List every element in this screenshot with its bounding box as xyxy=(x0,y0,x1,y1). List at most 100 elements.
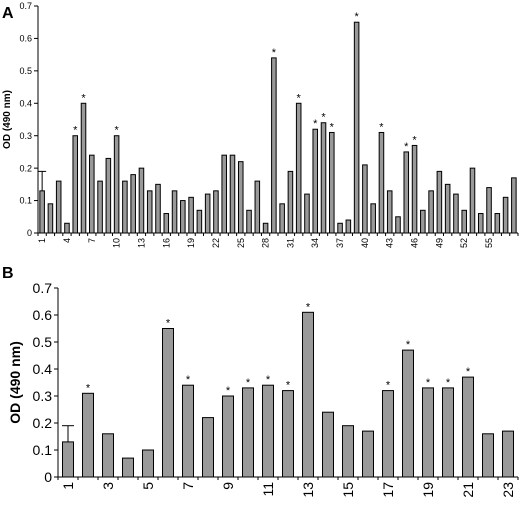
bar xyxy=(62,441,74,478)
bar xyxy=(304,193,310,234)
bar xyxy=(72,135,79,234)
bar xyxy=(229,154,236,234)
bar xyxy=(442,387,454,478)
significance-star: * xyxy=(226,385,231,397)
bar xyxy=(146,190,153,234)
x-tick-label: 9 xyxy=(220,482,236,490)
bar xyxy=(502,430,514,478)
bar xyxy=(302,311,314,478)
significance-star: * xyxy=(313,118,318,130)
x-tick-label: 43 xyxy=(385,238,395,248)
y-tick-label: 0 xyxy=(27,228,32,238)
x-tick-label: 13 xyxy=(136,238,146,248)
bar xyxy=(378,131,385,234)
bar xyxy=(105,157,112,234)
x-tick-label: 22 xyxy=(211,238,221,248)
significance-star: * xyxy=(86,382,91,394)
y-tick-label: 0.7 xyxy=(19,1,32,11)
significance-star: * xyxy=(412,134,417,146)
x-tick-label: 19 xyxy=(420,482,436,498)
panel-a-significance-marks: ************ xyxy=(73,11,417,153)
x-tick-label: 19 xyxy=(186,238,196,248)
bar xyxy=(329,131,335,234)
bar xyxy=(444,183,451,234)
panel-b-y-axis-label: OD (490 nm) xyxy=(7,341,23,423)
bar xyxy=(182,384,194,478)
panel-a-error-bars xyxy=(38,170,47,191)
y-tick-label: 0.2 xyxy=(33,415,53,431)
bar xyxy=(246,209,252,234)
bar xyxy=(362,164,368,234)
bar xyxy=(386,190,393,234)
x-tick-label: 15 xyxy=(340,482,356,498)
bar xyxy=(171,190,178,234)
significance-star: * xyxy=(406,339,411,351)
bar xyxy=(163,213,170,234)
bar xyxy=(428,190,434,234)
significance-star: * xyxy=(306,301,311,313)
bar xyxy=(370,203,376,234)
y-tick-label: 0.5 xyxy=(19,66,32,76)
bar xyxy=(502,196,509,234)
significance-star: * xyxy=(81,92,86,104)
panel-a-letter: A xyxy=(2,5,14,22)
bar xyxy=(262,384,274,478)
bar xyxy=(213,190,219,234)
bar xyxy=(453,193,459,234)
y-tick-label: 0.3 xyxy=(33,388,53,404)
bar xyxy=(47,203,54,234)
x-tick-label: 5 xyxy=(140,482,156,490)
y-tick-label: 0.4 xyxy=(19,98,32,108)
chart-panel-b: B OD (490 nm) 00.10.20.30.40.50.60.7 ***… xyxy=(2,265,519,498)
bar xyxy=(237,161,244,234)
significance-star: * xyxy=(379,121,384,133)
x-tick-label: 23 xyxy=(500,482,516,498)
bar xyxy=(254,180,261,234)
significance-star: * xyxy=(354,11,359,23)
significance-star: * xyxy=(466,366,471,378)
y-tick-label: 0.2 xyxy=(19,163,32,173)
significance-star: * xyxy=(166,318,171,330)
significance-star: * xyxy=(246,377,251,389)
bar xyxy=(130,174,136,234)
x-tick-label: 11 xyxy=(260,482,276,497)
y-tick-label: 0.7 xyxy=(33,280,53,296)
bar xyxy=(80,102,87,234)
bar xyxy=(461,209,467,234)
panel-a-x-ticks: 1 4 7 10 13 16 19 22 25 28 31 34 37 40 43 46 49 52 55 xyxy=(37,233,519,248)
bar xyxy=(422,387,434,478)
bar xyxy=(469,167,476,234)
panel-b-axes xyxy=(57,288,518,478)
significance-star: * xyxy=(330,121,335,133)
x-tick-label: 10 xyxy=(112,238,122,248)
y-tick-label: 0.6 xyxy=(19,34,32,44)
panel-b-error-bars xyxy=(62,425,74,442)
x-tick-label: 4 xyxy=(62,238,72,243)
bar xyxy=(320,122,327,234)
bar xyxy=(55,180,62,234)
significance-star: * xyxy=(297,92,302,104)
bar xyxy=(242,387,254,478)
bar xyxy=(162,328,174,478)
chart-panel-a: A OD (490 nm) 00.10.20.30.40.50.60.7 ***… xyxy=(2,1,519,248)
bar xyxy=(204,193,211,234)
bar xyxy=(287,170,294,234)
bar xyxy=(337,222,343,234)
bar xyxy=(436,170,443,234)
panel-a-y-ticks: 0 0.1 0.2 0.3 0.4 0.5 0.6 0.7 xyxy=(19,1,38,238)
bar xyxy=(482,433,494,478)
bar xyxy=(188,196,194,234)
bar xyxy=(262,222,269,234)
bar xyxy=(462,376,474,478)
x-tick-label: 17 xyxy=(380,482,396,498)
significance-star: * xyxy=(426,377,431,389)
y-tick-label: 0.3 xyxy=(19,131,32,141)
bar xyxy=(64,222,70,234)
bar xyxy=(362,430,374,478)
bar xyxy=(97,180,103,234)
x-tick-label: 52 xyxy=(459,238,469,248)
bar xyxy=(271,57,277,234)
bar xyxy=(403,151,410,234)
bar xyxy=(511,177,517,234)
significance-star: * xyxy=(272,47,277,59)
